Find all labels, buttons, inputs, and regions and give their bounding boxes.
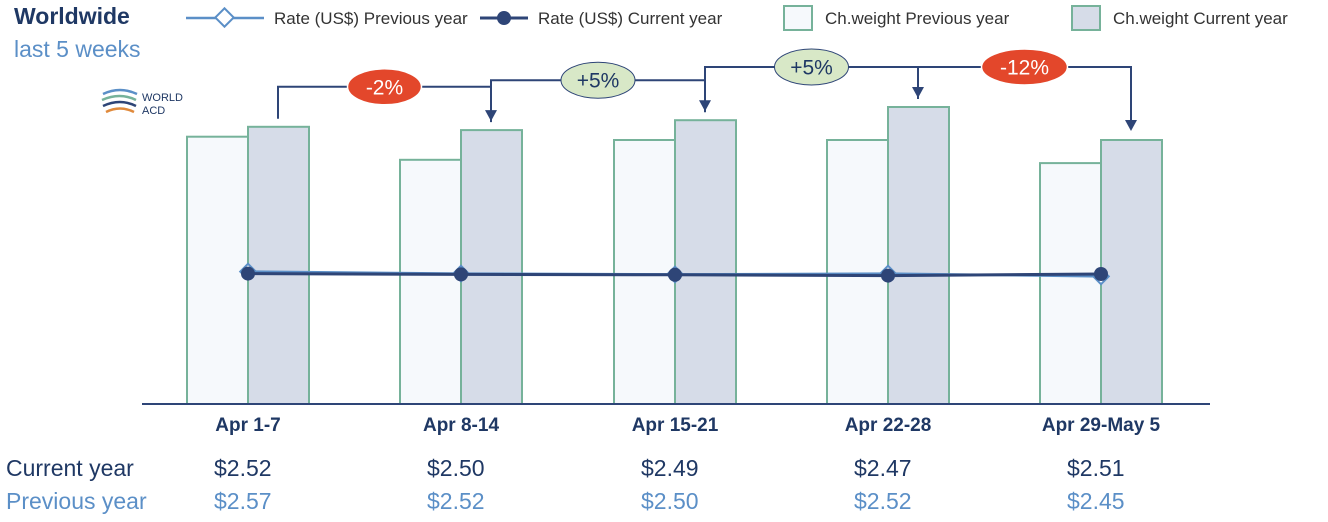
legend-item-rate-previous: Rate (US$) Previous year	[186, 6, 468, 29]
change-bracket: +5%	[490, 61, 711, 123]
legend-item-weight-current: Ch.weight Current year	[1071, 5, 1288, 31]
bar-weight-previous	[186, 135, 249, 405]
legend: Rate (US$) Previous year Rate (US$) Curr…	[186, 5, 1288, 31]
table-cell-current: $2.52	[214, 455, 272, 481]
legend-label: Ch.weight Current year	[1113, 9, 1288, 28]
table-cell-previous: $2.52	[427, 488, 485, 514]
bar-weight-current	[1100, 139, 1163, 405]
table-cell-current: $2.51	[1067, 455, 1125, 481]
change-badge-label: -2%	[366, 76, 403, 99]
change-bracket: -2%	[277, 68, 497, 122]
change-bracket: -12%	[917, 48, 1137, 131]
logo-swoosh-icon	[101, 94, 137, 102]
chart-title: Worldwide	[14, 3, 130, 29]
x-tick-label: Apr 8-14	[423, 415, 499, 436]
row-label-previous: Previous year	[6, 488, 147, 514]
diamond-marker-icon	[213, 6, 236, 29]
change-badge-label: +5%	[577, 70, 620, 93]
rate-lines-layer	[238, 262, 1111, 286]
rate-table: Current year Previous year $2.52 $2.57 $2.…	[6, 455, 1125, 514]
legend-label: Ch.weight Previous year	[825, 9, 1010, 28]
point-rate-current	[881, 268, 895, 283]
change-badge-label: +5%	[790, 57, 833, 80]
table-cell-previous: $2.50	[641, 488, 699, 514]
x-tick-label: Apr 29-May 5	[1042, 415, 1161, 436]
legend-item-rate-current: Rate (US$) Current year	[480, 9, 723, 28]
table-cell-current: $2.47	[854, 455, 912, 481]
change-badge	[774, 48, 849, 86]
point-rate-current	[454, 267, 468, 282]
change-badge	[980, 48, 1069, 86]
legend-label: Rate (US$) Previous year	[274, 9, 468, 28]
dot-marker-icon	[497, 11, 511, 25]
table-cell-current: $2.49	[641, 455, 699, 481]
chart-subtitle: last 5 weeks	[14, 36, 141, 62]
legend-item-weight-previous: Ch.weight Previous year	[783, 5, 1010, 31]
bar-weight-current	[887, 106, 950, 405]
logo-swoosh-icon	[102, 88, 138, 96]
logo-text: WORLD	[142, 92, 183, 104]
logo-swoosh-icon	[102, 100, 137, 108]
table-cell-previous: $2.52	[854, 488, 912, 514]
world-acd-logo: WORLD ACD	[101, 88, 183, 117]
table-cell-current: $2.50	[427, 455, 485, 481]
bar-swatch-light-icon	[783, 5, 813, 31]
logo-swoosh-icon	[105, 107, 135, 114]
x-tick-label: Apr 1-7	[215, 415, 280, 436]
bar-swatch-dark-icon	[1071, 5, 1101, 31]
bar-weight-previous	[826, 139, 889, 405]
bar-weight-current	[247, 125, 310, 406]
table-cell-previous: $2.57	[214, 488, 272, 514]
bar-weight-previous	[1039, 162, 1102, 405]
category-labels: Apr 1-7 Apr 8-14 Apr 15-21 Apr 22-28 Apr 29-…	[215, 415, 1160, 436]
change-badge	[346, 68, 423, 106]
bar-weight-current	[674, 119, 737, 405]
bars-layer	[186, 106, 1163, 406]
change-badge	[560, 61, 636, 99]
legend-label: Rate (US$) Current year	[538, 9, 723, 28]
change-badge-label: -12%	[1000, 57, 1049, 80]
arrow-down-icon	[1125, 120, 1137, 131]
row-label-current: Current year	[6, 455, 134, 481]
x-tick-label: Apr 22-28	[845, 415, 932, 436]
point-rate-current	[668, 267, 682, 282]
table-cell-previous: $2.45	[1067, 488, 1125, 514]
bar-weight-previous	[399, 158, 462, 405]
logo-text: ACD	[142, 105, 165, 117]
change-bracket: +5%	[704, 48, 924, 113]
point-rate-current	[1094, 267, 1108, 281]
change-arrows-layer: -2% +5% +5% -12%	[277, 48, 1137, 131]
bar-weight-current	[460, 129, 523, 405]
x-tick-label: Apr 15-21	[632, 415, 719, 436]
bar-weight-previous	[613, 139, 676, 405]
point-rate-current	[241, 266, 255, 281]
